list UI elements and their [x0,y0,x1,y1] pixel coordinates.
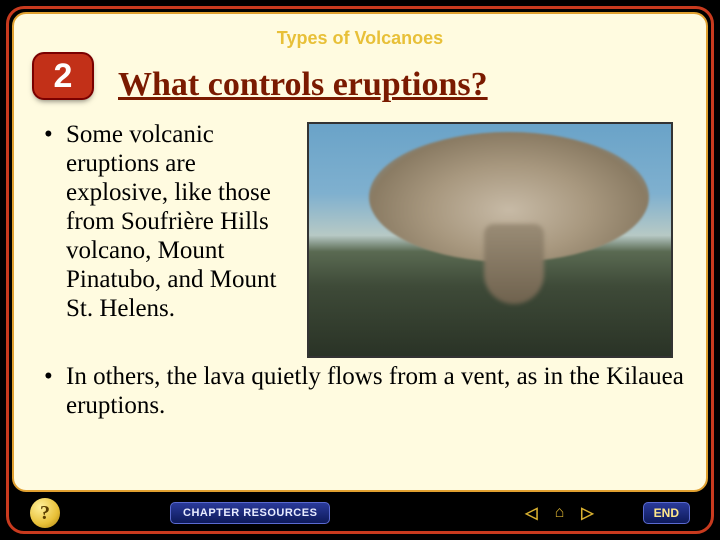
slide-content-frame: Types of Volcanoes 2 What controls erupt… [12,12,708,492]
bullet-text: In others, the lava quietly flows from a… [66,362,684,420]
nav-group: ◁ ⌂ ▷ [520,502,598,524]
footer-bar: ? CHAPTER RESOURCES ◁ ⌂ ▷ END [12,494,708,532]
chapter-header: Types of Volcanoes [277,28,443,49]
bullet-item: • In others, the lava quietly flows from… [44,362,684,420]
bullet-text: Some volcanic eruptions are explosive, l… [66,120,282,358]
image-container [296,120,684,358]
bullet-dot-icon: • [44,362,66,420]
bullet-dot-icon: • [44,120,66,358]
eruption-photo [307,122,673,358]
nav-prev-button[interactable]: ◁ [520,502,542,524]
help-button[interactable]: ? [30,498,60,528]
end-button[interactable]: END [643,502,690,524]
nav-home-button[interactable]: ⌂ [548,502,570,524]
slide-title: What controls eruptions? [118,66,488,104]
section-number-badge: 2 [34,54,92,98]
ash-column-shape [484,224,544,304]
nav-next-button[interactable]: ▷ [576,502,598,524]
content-area: • Some volcanic eruptions are explosive,… [44,120,684,420]
bullet-item: • Some volcanic eruptions are explosive,… [44,120,282,358]
chapter-resources-button[interactable]: CHAPTER RESOURCES [170,502,330,524]
